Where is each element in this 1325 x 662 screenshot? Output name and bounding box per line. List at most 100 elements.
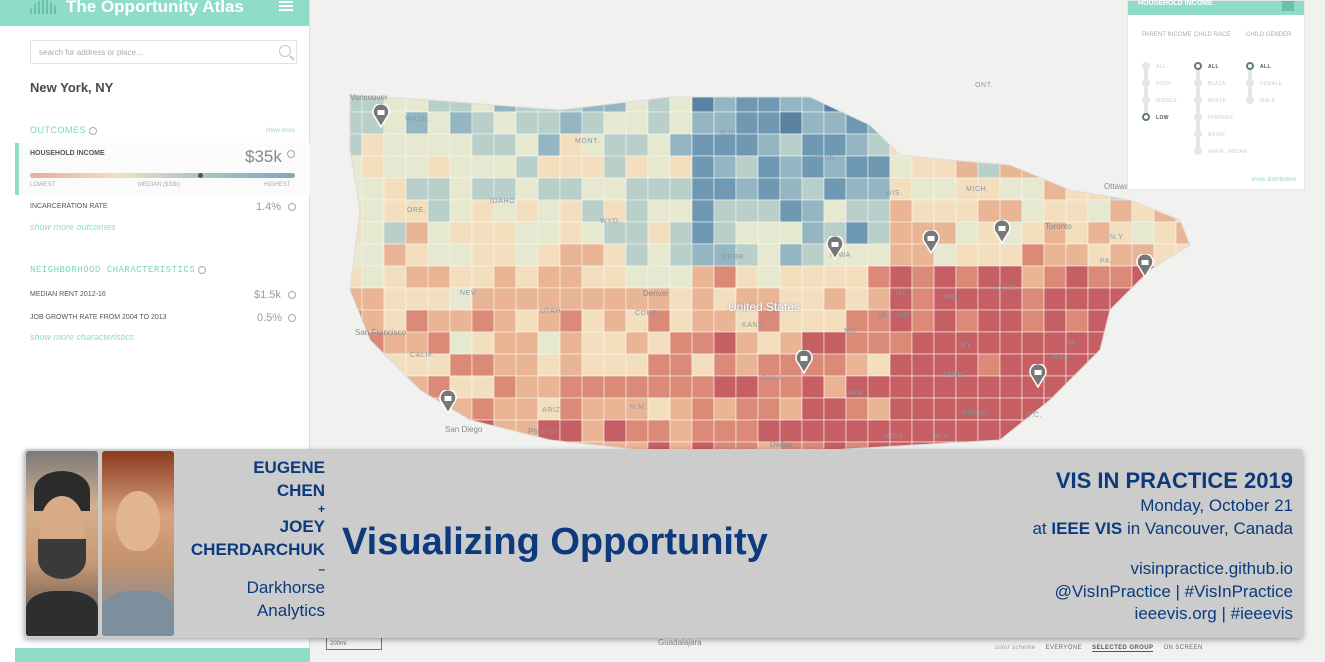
map-pin-icon[interactable] [993,220,1011,244]
map-region [471,309,495,333]
map-region [801,111,825,135]
menu-icon[interactable] [279,1,293,11]
option-label[interactable]: AMER. INDIAN [1208,149,1247,155]
option-dot-selected[interactable] [1246,62,1254,70]
color-scheme-label: color scheme [995,645,1036,651]
job-growth-label[interactable]: JOB GROWTH RATE FROM 2004 TO 2013 [30,314,167,321]
map-region [779,221,803,245]
map-region [1153,221,1177,245]
option-dot[interactable] [1246,96,1254,104]
state-label: ARK. [847,390,866,397]
state-label: MICH. [966,186,989,193]
option-dot-selected[interactable] [1142,113,1150,121]
option-dot[interactable] [1194,113,1202,121]
map-region [1175,287,1190,311]
option-label[interactable]: BLACK [1208,81,1227,87]
show-more-outcomes-link[interactable]: show more outcomes [30,222,116,232]
map-region [1109,309,1133,333]
state-label: ILL. [896,290,911,297]
map-region [350,353,363,377]
option-label[interactable]: HISPANIC [1208,115,1235,121]
map-pin-icon[interactable] [922,230,940,254]
option-label[interactable]: MIDDLE [1156,98,1178,104]
map-pin-icon[interactable] [372,104,390,128]
map-region [1175,375,1190,399]
option-label[interactable]: LOW [1156,115,1169,121]
search-input[interactable]: search for address or place... [30,40,297,64]
info-icon[interactable] [288,314,296,322]
app-logo[interactable]: The Opportunity Atlas [30,0,244,17]
map-region [1175,199,1190,223]
show-more-link[interactable]: show more [265,128,295,134]
state-label: N.C. [1052,354,1069,361]
option-dot[interactable] [1194,96,1202,104]
map-pin-icon[interactable] [1136,254,1154,278]
map-pin-icon[interactable] [795,350,813,374]
option-dot-selected[interactable] [1194,62,1202,70]
map-region [1065,397,1089,421]
show-distribution-link[interactable]: show distribution [1251,177,1296,183]
option-label[interactable]: MALE [1260,98,1276,104]
selected-outcome-row[interactable] [15,143,310,195]
option-label[interactable]: FEMALE [1260,81,1283,87]
map-region [383,133,407,157]
option-dot[interactable] [1142,62,1150,70]
option-label[interactable]: HIGH [1156,81,1171,87]
map-pin-icon[interactable] [1029,364,1047,388]
color-scheme-option-selected[interactable]: SELECTED GROUP [1092,645,1154,652]
option-label[interactable]: ALL [1208,64,1219,70]
color-scheme-option[interactable]: ON SCREEN [1163,645,1203,651]
option-label[interactable]: ASIAN [1208,132,1226,138]
color-scheme-option[interactable]: EVERYONE [1045,645,1082,651]
map-region [1109,199,1133,223]
map-region [823,265,847,289]
map-region [383,419,407,443]
info-icon[interactable] [89,126,98,135]
map-pin-icon[interactable] [439,390,457,414]
map-region [1043,287,1067,311]
map-region [647,265,671,289]
show-more-characteristics-link[interactable]: show more characteristics [30,332,135,342]
map-region [1198,332,1220,354]
map-region [449,155,473,179]
event-ieee[interactable]: ieeevis.org | #ieeevis [1134,604,1293,623]
option-dot[interactable] [1194,130,1202,138]
filter-column-title: CHILD GENDER [1246,32,1292,38]
option-dot[interactable] [1194,147,1202,155]
map-region [801,95,825,113]
speaker-names: EUGENE CHEN + JOEY CHERDARCHUK – Darkhor… [175,457,325,622]
collapse-icon[interactable] [1282,1,1294,11]
option-dot[interactable] [1194,79,1202,87]
map-region [669,419,693,443]
map-region [933,95,957,113]
talk-title: Visualizing Opportunity [342,521,768,563]
map-region [493,221,517,245]
dash-sign: – [318,562,325,576]
map-region [515,375,539,399]
event-social[interactable]: @VisInPractice | #VisInPractice [1054,581,1293,601]
map-pin-icon[interactable] [826,236,844,260]
map-region [647,177,671,201]
incarceration-label[interactable]: INCARCERATION RATE [30,203,108,210]
map-region [691,155,715,179]
option-label[interactable]: WHITE [1208,98,1227,104]
map-region [647,221,671,245]
map-region [559,397,583,421]
option-dot[interactable] [1142,96,1150,104]
info-icon[interactable] [288,203,296,211]
option-label[interactable]: ALL [1156,64,1167,70]
info-icon[interactable] [198,265,207,274]
info-icon[interactable] [288,291,296,299]
city-label: Denver [643,289,669,298]
option-dot[interactable] [1142,79,1150,87]
map-region [625,265,649,289]
search-icon[interactable] [279,45,291,57]
map-region [1087,397,1111,421]
map-region [867,243,891,267]
rent-label[interactable]: MEDIAN RENT 2012-16 [30,291,106,298]
event-url[interactable]: visinpractice.github.io [1130,559,1293,578]
info-icon[interactable] [287,150,295,158]
option-dot[interactable] [1246,79,1254,87]
option-label[interactable]: ALL [1260,64,1271,70]
map-region [471,133,495,157]
